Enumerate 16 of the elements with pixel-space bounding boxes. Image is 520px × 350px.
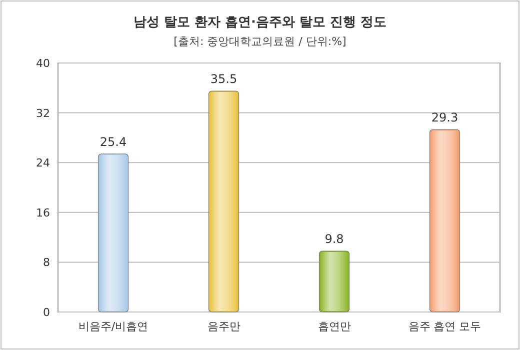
ytick: 24: [36, 156, 50, 170]
xtick: 음주 흡연 모두: [408, 320, 482, 333]
ytick: 16: [36, 206, 50, 220]
xtick: 흡연만: [318, 320, 351, 333]
data-label: 9.8: [324, 232, 344, 246]
ytick: 32: [36, 106, 50, 120]
subtitle: [출처: 중앙대학교의료원 / 단위:%]: [174, 35, 346, 48]
data-label: 35.5: [210, 72, 238, 86]
ytick: 8: [43, 256, 50, 270]
xtick: 비음주/비흡연: [78, 320, 148, 333]
xtick: 음주만: [207, 320, 240, 333]
title: 남성 탈모 환자 흡연·음주와 탈모 진행 정도: [133, 15, 387, 30]
data-label: 29.3: [431, 110, 458, 125]
data-label: 25.4: [100, 134, 127, 149]
ytick: 0: [43, 306, 50, 319]
ytick: 40: [36, 57, 50, 70]
